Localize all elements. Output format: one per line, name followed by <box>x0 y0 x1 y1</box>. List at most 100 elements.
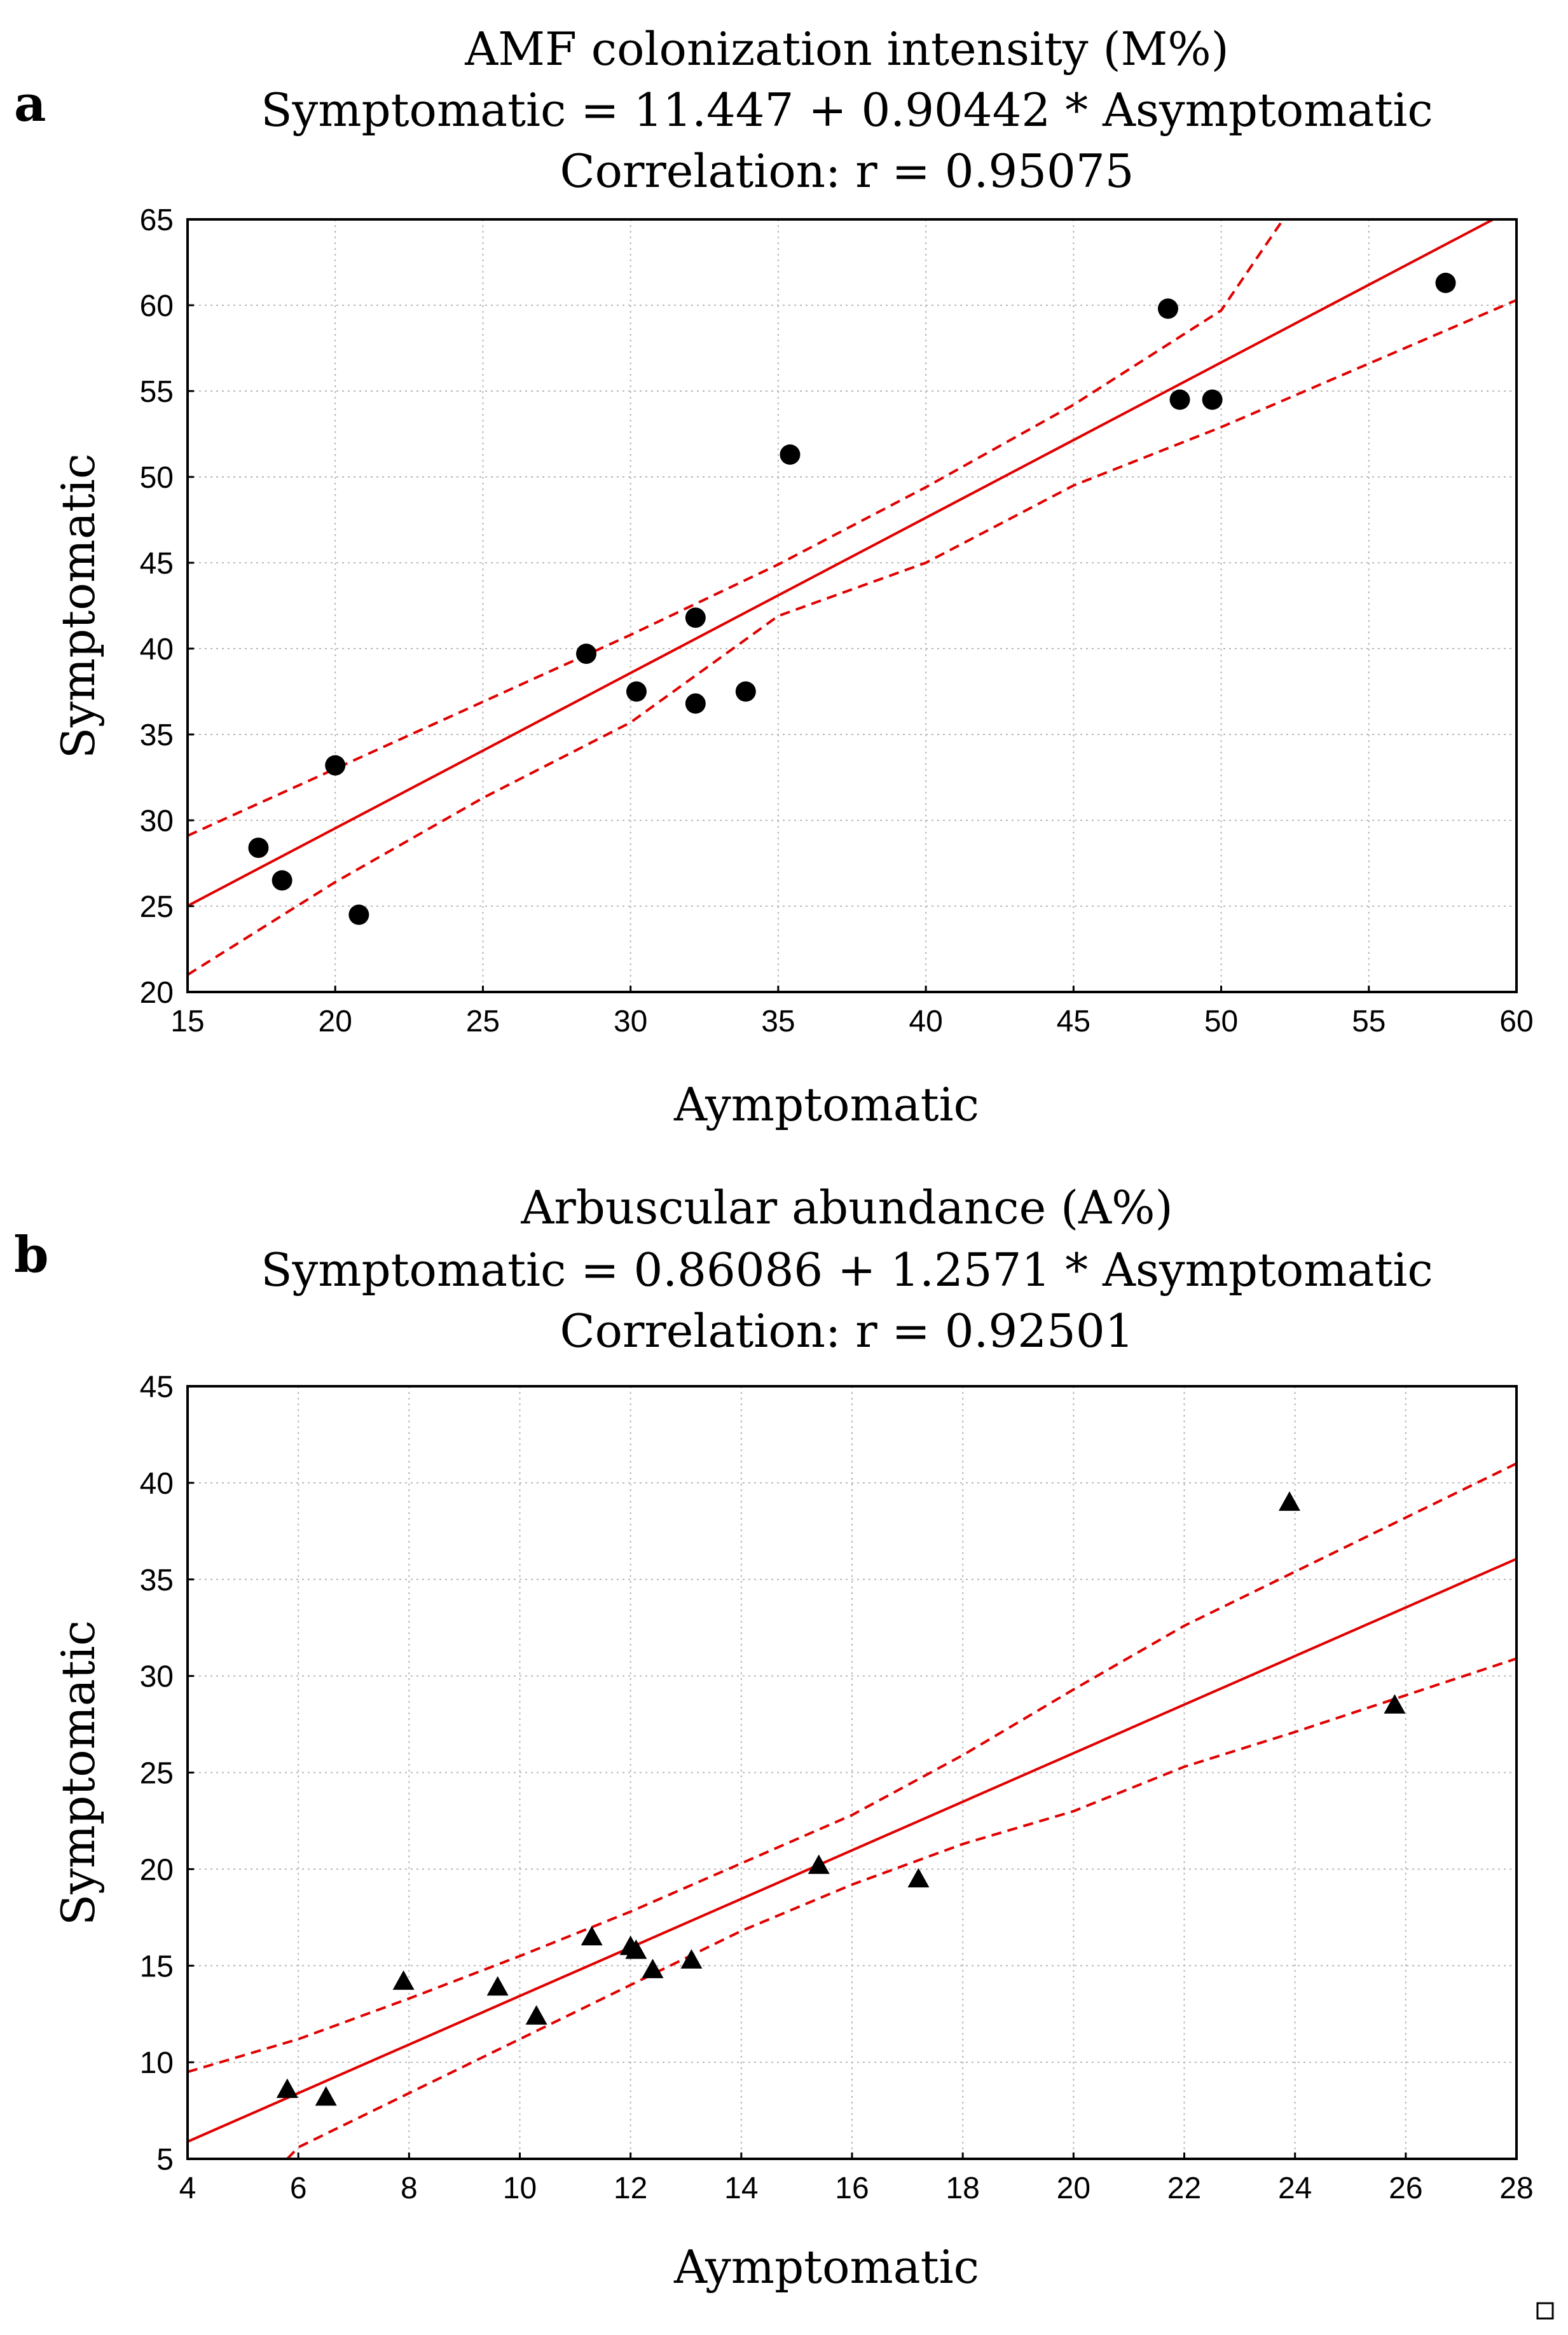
panel-b-points <box>276 1491 1406 2106</box>
panel-b-grid <box>188 1386 1516 2159</box>
panel-a-data-point <box>780 444 801 465</box>
panel-b-y-tick-label: 15 <box>140 1950 174 1983</box>
panel-a-y-tick-label: 60 <box>140 289 174 323</box>
panel-a-data-point <box>272 870 292 891</box>
panel-b-x-tick-label: 4 <box>179 2172 196 2205</box>
panel-b-data-point <box>1384 1694 1406 1714</box>
panel-a-x-tick-label: 55 <box>1352 1005 1386 1038</box>
panel-a-data-point <box>1169 389 1190 410</box>
panel-a-data-point <box>626 681 647 702</box>
panel-b-y-tick-label: 35 <box>140 1564 174 1597</box>
panel-b-y-tick-label: 30 <box>140 1660 174 1694</box>
panel-a-ci-lower <box>186 299 1517 976</box>
panel-a-x-tick-label: 20 <box>319 1005 352 1038</box>
panel-a-x-tick-label: 50 <box>1204 1005 1238 1038</box>
panel-a-y-axis-title: Symptomatic <box>52 453 105 759</box>
panel-b-y-tick-label: 45 <box>140 1370 174 1404</box>
panel-b-data-point <box>625 1939 647 1959</box>
panel-b-data-point <box>581 1925 603 1946</box>
panel-letter-b: b <box>14 1226 49 1284</box>
panel-a-y-tick-label: 35 <box>140 719 174 752</box>
panel-a-confidence-band <box>186 218 1517 976</box>
panel-a-data-point <box>735 681 756 702</box>
panel-a-y-tick-label: 65 <box>140 203 174 237</box>
panel-b-title: Arbuscular abundance (A%) <box>520 1181 1173 1234</box>
panel-b-data-point <box>392 1970 415 1990</box>
panel-a-data-point <box>325 755 346 776</box>
panel-a-y-tick-label: 55 <box>140 375 174 409</box>
panel-b-x-tick-label: 26 <box>1389 2172 1422 2205</box>
panel-b-fit <box>187 1557 1517 2143</box>
panel-b-data-point <box>315 2086 337 2106</box>
panel-b-data-point <box>642 1959 664 1978</box>
panel-b-data-point <box>1278 1491 1300 1511</box>
panel-b-x-axis-title: Aymptomatic <box>673 2240 979 2294</box>
panel-b-data-point <box>808 1854 830 1874</box>
panel-a-fit <box>187 218 1494 907</box>
panel-a-x-tick-label: 15 <box>170 1005 204 1038</box>
panel-a-y-tick-label: 40 <box>140 633 174 666</box>
panel-a-x-tick-label: 30 <box>614 1005 647 1038</box>
panel-b-x-tick-label: 12 <box>614 2172 647 2205</box>
panel-a-regression-line <box>187 218 1494 907</box>
panel-a-x-axis-title: Aymptomatic <box>673 1078 979 1131</box>
panel-b-ci-lower <box>286 1657 1517 2160</box>
panel-b-regression-line <box>187 1557 1517 2143</box>
panel-a-x-tick-label: 35 <box>761 1005 795 1038</box>
panel-a-data-point <box>248 837 269 858</box>
panel-b-x-tick-label: 20 <box>1057 2172 1090 2205</box>
panel-b-x-tick-label: 16 <box>835 2172 869 2205</box>
panel-b-y-tick-label: 10 <box>140 2046 174 2080</box>
panel-b-data-point <box>680 1949 703 1969</box>
panel-a-data-point <box>1202 389 1223 410</box>
panel-a-x-tick-label: 45 <box>1057 1005 1090 1038</box>
panel-a-data-point <box>1435 272 1456 293</box>
panel-a-x-tick-label: 25 <box>466 1005 500 1038</box>
panel-a-x-tick-label: 60 <box>1499 1005 1533 1038</box>
corner-marker <box>1536 2302 1554 2320</box>
panel-a-data-point <box>685 607 706 628</box>
panel-letter-a: a <box>14 75 46 133</box>
panel-b-ticks: 4 6 8 10 12 14 16 18 20 22 24 26 28 5 10 15 20 25 30 35 40 45 <box>140 1370 1534 2205</box>
panel-b: b Arbuscular abundance (A%) Symptomatic … <box>14 1181 1534 2294</box>
panel-b-x-tick-label: 6 <box>290 2172 307 2205</box>
panel-a-data-point <box>685 693 706 714</box>
panel-a: a AMF colonization intensity (M%) Sympto… <box>14 22 1534 1131</box>
panel-b-data-point <box>525 2005 547 2025</box>
panel-b-x-tick-label: 24 <box>1278 2172 1312 2205</box>
panel-a-points <box>248 272 1456 925</box>
panel-a-ci-upper <box>187 218 1284 837</box>
panel-b-x-tick-label: 22 <box>1167 2172 1201 2205</box>
panel-b-y-tick-label: 20 <box>140 1853 174 1887</box>
panel-b-data-point <box>276 2078 298 2098</box>
panel-b-x-tick-label: 28 <box>1499 2172 1533 2205</box>
panel-b-correlation: Correlation: r = 0.92501 <box>560 1304 1134 1358</box>
panel-a-data-point <box>348 904 369 925</box>
panel-b-y-tick-label: 5 <box>156 2143 174 2177</box>
panel-b-x-tick-label: 10 <box>503 2172 537 2205</box>
panel-a-grid <box>188 219 1516 992</box>
panel-b-x-tick-label: 14 <box>724 2172 758 2205</box>
panel-b-data-point <box>486 1976 509 1996</box>
panel-b-y-tick-label: 25 <box>140 1757 174 1791</box>
panel-b-equation: Symptomatic = 0.86086 + 1.2571 * Asympto… <box>261 1243 1433 1297</box>
panel-a-y-tick-label: 25 <box>140 890 174 924</box>
panel-a-title: AMF colonization intensity (M%) <box>464 22 1229 76</box>
panel-b-data-point <box>907 1868 930 1888</box>
panel-b-ci-upper <box>187 1462 1517 2074</box>
panel-a-correlation: Correlation: r = 0.95075 <box>560 144 1134 198</box>
panel-a-data-point <box>1157 298 1178 319</box>
panel-a-y-tick-label: 45 <box>140 547 174 581</box>
panel-a-y-tick-label: 50 <box>140 461 174 495</box>
panel-a-y-tick-label: 20 <box>140 976 174 1010</box>
panel-a-data-point <box>576 644 596 665</box>
panel-b-confidence-band <box>187 1462 1517 2160</box>
panel-a-frame <box>186 218 1518 993</box>
panel-a-equation: Symptomatic = 11.447 + 0.90442 * Asympto… <box>261 83 1433 137</box>
panel-a-y-tick-label: 30 <box>140 804 174 838</box>
panel-a-x-tick-label: 40 <box>909 1005 942 1038</box>
panel-b-y-tick-label: 40 <box>140 1467 174 1501</box>
panel-b-x-tick-label: 8 <box>401 2172 418 2205</box>
